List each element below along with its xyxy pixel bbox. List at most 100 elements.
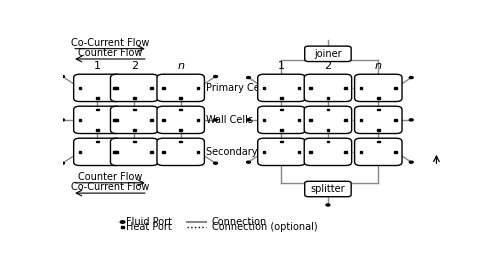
Text: splitter: splitter xyxy=(310,184,345,194)
FancyBboxPatch shape xyxy=(157,106,204,133)
Bar xyxy=(377,129,380,131)
Bar xyxy=(114,119,116,121)
Bar xyxy=(298,87,300,89)
FancyBboxPatch shape xyxy=(354,106,402,133)
Bar xyxy=(197,119,200,121)
FancyBboxPatch shape xyxy=(258,106,305,133)
FancyBboxPatch shape xyxy=(110,74,158,102)
Bar xyxy=(309,87,312,89)
Text: Counter Flow: Counter Flow xyxy=(78,48,142,58)
Bar xyxy=(309,151,312,152)
Bar xyxy=(116,119,118,121)
Text: Primary Cells: Primary Cells xyxy=(206,83,270,93)
Bar xyxy=(326,98,330,99)
Bar xyxy=(133,141,136,142)
FancyBboxPatch shape xyxy=(304,138,352,166)
Bar xyxy=(344,87,346,89)
Bar xyxy=(298,119,300,121)
Bar xyxy=(114,151,116,152)
Text: Co-Current Flow: Co-Current Flow xyxy=(71,38,149,48)
Text: Counter Flow: Counter Flow xyxy=(78,172,142,182)
FancyBboxPatch shape xyxy=(74,138,121,166)
FancyBboxPatch shape xyxy=(258,138,305,166)
FancyBboxPatch shape xyxy=(157,74,204,102)
Text: 2: 2 xyxy=(324,61,332,71)
Bar xyxy=(197,151,200,152)
Bar xyxy=(280,141,283,142)
FancyBboxPatch shape xyxy=(110,106,158,133)
Bar xyxy=(133,129,136,131)
Bar xyxy=(377,98,380,99)
Text: Connection (optional): Connection (optional) xyxy=(212,222,318,232)
Circle shape xyxy=(410,77,413,79)
FancyBboxPatch shape xyxy=(157,138,204,166)
Bar xyxy=(96,98,98,99)
Bar xyxy=(326,141,330,142)
Circle shape xyxy=(246,161,250,163)
Bar xyxy=(394,119,397,121)
Text: Heat Port: Heat Port xyxy=(126,222,172,232)
Circle shape xyxy=(60,76,64,77)
Bar xyxy=(180,98,182,99)
Bar xyxy=(150,87,153,89)
Bar xyxy=(78,119,82,121)
Text: n: n xyxy=(177,61,184,71)
Bar xyxy=(377,141,380,142)
Text: Co-Current Flow: Co-Current Flow xyxy=(71,182,149,192)
Bar xyxy=(326,129,330,131)
FancyBboxPatch shape xyxy=(304,74,352,102)
FancyBboxPatch shape xyxy=(304,181,351,197)
Bar xyxy=(121,226,124,228)
FancyBboxPatch shape xyxy=(74,74,121,102)
FancyBboxPatch shape xyxy=(74,106,121,133)
Bar xyxy=(326,109,330,110)
Bar xyxy=(197,87,200,89)
Circle shape xyxy=(214,76,218,77)
Bar xyxy=(394,87,397,89)
Bar xyxy=(116,87,118,89)
Bar xyxy=(133,109,136,110)
Bar xyxy=(262,87,266,89)
Circle shape xyxy=(246,119,250,121)
Bar xyxy=(360,87,362,89)
FancyBboxPatch shape xyxy=(110,138,158,166)
Bar xyxy=(309,119,312,121)
Bar xyxy=(280,98,283,99)
Text: Fluid Port: Fluid Port xyxy=(126,217,172,227)
Text: Connection: Connection xyxy=(212,217,267,227)
Circle shape xyxy=(214,162,218,164)
Bar xyxy=(96,109,98,110)
Bar xyxy=(262,119,266,121)
Bar xyxy=(180,141,182,142)
Circle shape xyxy=(214,119,218,121)
Bar xyxy=(96,129,98,131)
Text: 2: 2 xyxy=(130,61,138,71)
FancyBboxPatch shape xyxy=(304,46,351,62)
Text: 1: 1 xyxy=(94,61,101,71)
Text: n: n xyxy=(375,61,382,71)
Circle shape xyxy=(410,161,413,163)
Bar xyxy=(116,151,118,152)
Bar xyxy=(360,151,362,152)
Circle shape xyxy=(60,119,64,121)
Bar xyxy=(180,109,182,110)
Circle shape xyxy=(120,221,125,223)
Bar xyxy=(150,119,153,121)
Bar xyxy=(162,119,164,121)
Bar xyxy=(298,151,300,152)
Bar xyxy=(78,87,82,89)
FancyBboxPatch shape xyxy=(258,74,305,102)
Circle shape xyxy=(246,77,250,79)
Text: Wall Cells: Wall Cells xyxy=(206,115,253,125)
Bar xyxy=(162,87,164,89)
Bar xyxy=(377,109,380,110)
Bar xyxy=(133,98,136,99)
Bar xyxy=(344,119,346,121)
Bar xyxy=(114,87,116,89)
FancyBboxPatch shape xyxy=(354,74,402,102)
Bar xyxy=(180,129,182,131)
Bar xyxy=(280,109,283,110)
Text: joiner: joiner xyxy=(314,49,342,59)
Bar xyxy=(150,151,153,152)
Circle shape xyxy=(60,162,64,164)
